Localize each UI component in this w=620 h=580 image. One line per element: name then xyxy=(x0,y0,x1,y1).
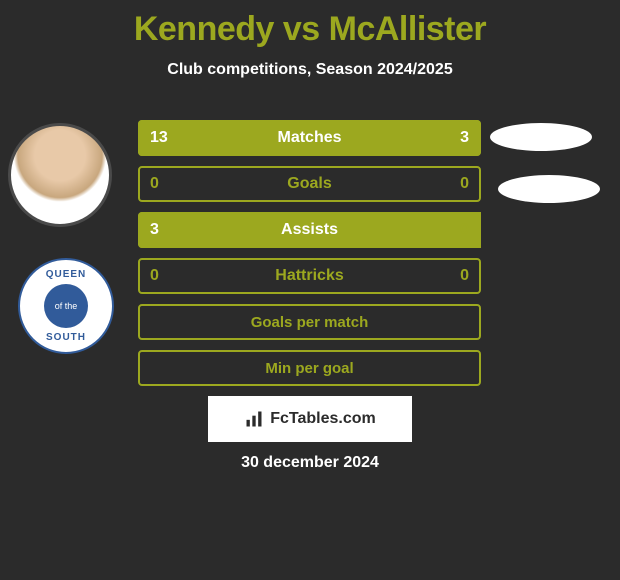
stat-value-left: 0 xyxy=(150,267,159,285)
stat-value-left: 3 xyxy=(150,221,159,239)
stat-row-min-per-goal: Min per goal xyxy=(138,350,481,386)
stat-value-right: 0 xyxy=(460,267,469,285)
stat-value-left: 13 xyxy=(150,129,168,147)
stats-container: 13 Matches 3 0 Goals 0 3 Assists 0 0 Hat… xyxy=(138,120,481,396)
stat-label: Hattricks xyxy=(275,267,343,285)
stat-value-left: 0 xyxy=(150,175,159,193)
stat-value-right: 0 xyxy=(460,221,469,239)
chart-icon xyxy=(244,409,264,429)
player2-avatar-placeholder xyxy=(490,123,592,151)
stat-label: Goals xyxy=(287,175,331,193)
stat-value-right: 3 xyxy=(460,129,469,147)
stat-label: Assists xyxy=(281,221,338,239)
stat-row-assists: 3 Assists 0 xyxy=(138,212,481,248)
stat-row-matches: 13 Matches 3 xyxy=(138,120,481,156)
footer-brand-box: FcTables.com xyxy=(208,396,412,442)
player1-club-badge: QUEEN of the SOUTH xyxy=(18,258,114,354)
stat-row-goals: 0 Goals 0 xyxy=(138,166,481,202)
player1-avatar xyxy=(8,123,112,227)
club-badge-top-text: QUEEN xyxy=(46,269,87,280)
stat-fill-left xyxy=(138,120,409,156)
club-badge-bottom-text: SOUTH xyxy=(46,332,86,343)
player2-badge-placeholder xyxy=(498,175,600,203)
club-badge-inner: of the xyxy=(44,284,88,328)
stat-row-hattricks: 0 Hattricks 0 xyxy=(138,258,481,294)
stat-label: Matches xyxy=(277,129,341,147)
stat-fill-right xyxy=(409,120,481,156)
footer-brand-text: FcTables.com xyxy=(270,410,376,428)
stat-value-right: 0 xyxy=(460,175,469,193)
comparison-subtitle: Club competitions, Season 2024/2025 xyxy=(0,61,620,79)
date-text: 30 december 2024 xyxy=(241,454,379,472)
comparison-title: Kennedy vs McAllister xyxy=(0,0,620,49)
stat-row-goals-per-match: Goals per match xyxy=(138,304,481,340)
